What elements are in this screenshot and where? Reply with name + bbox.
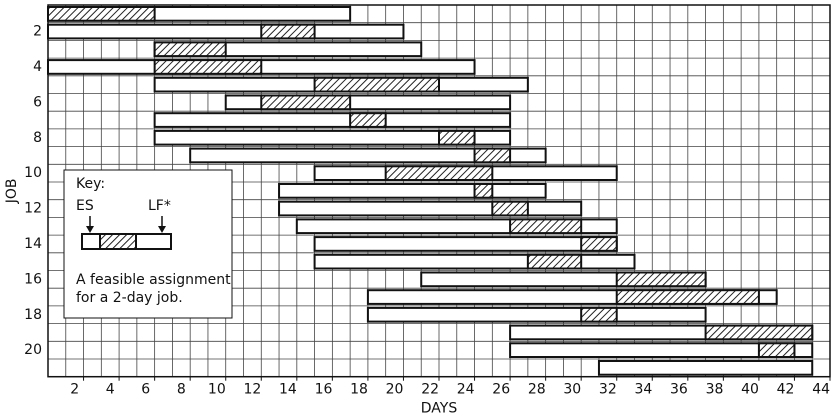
task-window <box>313 253 636 270</box>
x-tick-label: 2 <box>70 382 79 398</box>
task-window <box>153 129 512 146</box>
x-tick-label: 34 <box>634 382 652 398</box>
task-scheduled <box>438 129 476 146</box>
task-window <box>366 306 707 323</box>
task-scheduled <box>615 289 760 305</box>
x-tick-label: 42 <box>777 382 795 398</box>
x-tick-label: 44 <box>812 382 830 398</box>
task-scheduled <box>260 94 352 111</box>
task-scheduled <box>580 236 618 252</box>
x-tick-label: 6 <box>141 382 150 398</box>
task-window <box>509 342 814 358</box>
task-scheduled <box>47 6 156 22</box>
key-arrowhead <box>158 226 166 233</box>
x-tick-label: 24 <box>457 382 475 398</box>
x-tick-label: 28 <box>528 382 546 398</box>
x-tick-label: 26 <box>492 382 510 398</box>
y-tick-label: 2 <box>33 24 42 40</box>
x-tick-label: 22 <box>421 382 439 398</box>
y-tick-label: 14 <box>24 236 42 252</box>
x-tick-label: 4 <box>106 382 115 398</box>
x-tick-label: 10 <box>208 382 226 398</box>
task-window <box>189 147 547 164</box>
task-window <box>153 112 512 128</box>
task-window <box>278 183 547 199</box>
task-window <box>278 200 583 217</box>
task-window <box>47 23 405 40</box>
task-scheduled <box>526 253 583 270</box>
y-tick-label: 16 <box>24 271 42 287</box>
task-scheduled <box>260 23 316 40</box>
x-tick-label: 16 <box>315 382 333 398</box>
key-es: ES <box>76 198 94 214</box>
key-hatch <box>99 233 137 250</box>
task-scheduled <box>349 112 387 128</box>
y-tick-label: 10 <box>24 165 42 181</box>
y-tick-label: 4 <box>33 59 42 75</box>
key-title: Key: <box>76 176 105 192</box>
y-tick-label: 20 <box>24 342 42 358</box>
task-window <box>597 360 814 376</box>
task-scheduled <box>509 218 583 235</box>
task-scheduled <box>473 183 494 199</box>
task-scheduled <box>153 59 263 75</box>
x-tick-label: 40 <box>741 382 759 398</box>
y-tick-label: 8 <box>33 130 42 146</box>
task-scheduled <box>580 306 618 323</box>
y-tick-label: 18 <box>24 307 42 323</box>
key-caption: A feasible assignment <box>76 272 231 288</box>
x-tick-label: 36 <box>670 382 688 398</box>
key-caption: for a 2-day job. <box>76 290 183 306</box>
x-tick-label: 32 <box>599 382 617 398</box>
task-scheduled <box>153 41 227 58</box>
task-scheduled <box>704 324 814 341</box>
x-axis-label: DAYS <box>421 401 458 417</box>
key-lf: LF* <box>148 198 171 214</box>
y-tick-label: 6 <box>33 94 42 110</box>
x-tick-label: 30 <box>563 382 581 398</box>
task-scheduled <box>473 147 512 164</box>
key: Key: ES LF* A feasible assignment for a … <box>63 169 233 319</box>
task-window <box>313 236 618 252</box>
y-tick-label: 12 <box>24 201 42 217</box>
x-tick-label: 8 <box>177 382 186 398</box>
task-scheduled <box>313 76 440 93</box>
x-tick-label: 12 <box>243 382 261 398</box>
x-tick-label: 20 <box>386 382 404 398</box>
key-arrowhead <box>86 226 94 233</box>
task-scheduled <box>757 342 796 358</box>
x-tick-label: 14 <box>279 382 297 398</box>
y-axis-label: JOB <box>4 178 20 204</box>
task-scheduled <box>615 271 707 288</box>
task-scheduled <box>491 200 529 217</box>
x-tick-label: 38 <box>706 382 724 398</box>
task-scheduled <box>384 165 494 182</box>
x-tick-label: 18 <box>350 382 368 398</box>
